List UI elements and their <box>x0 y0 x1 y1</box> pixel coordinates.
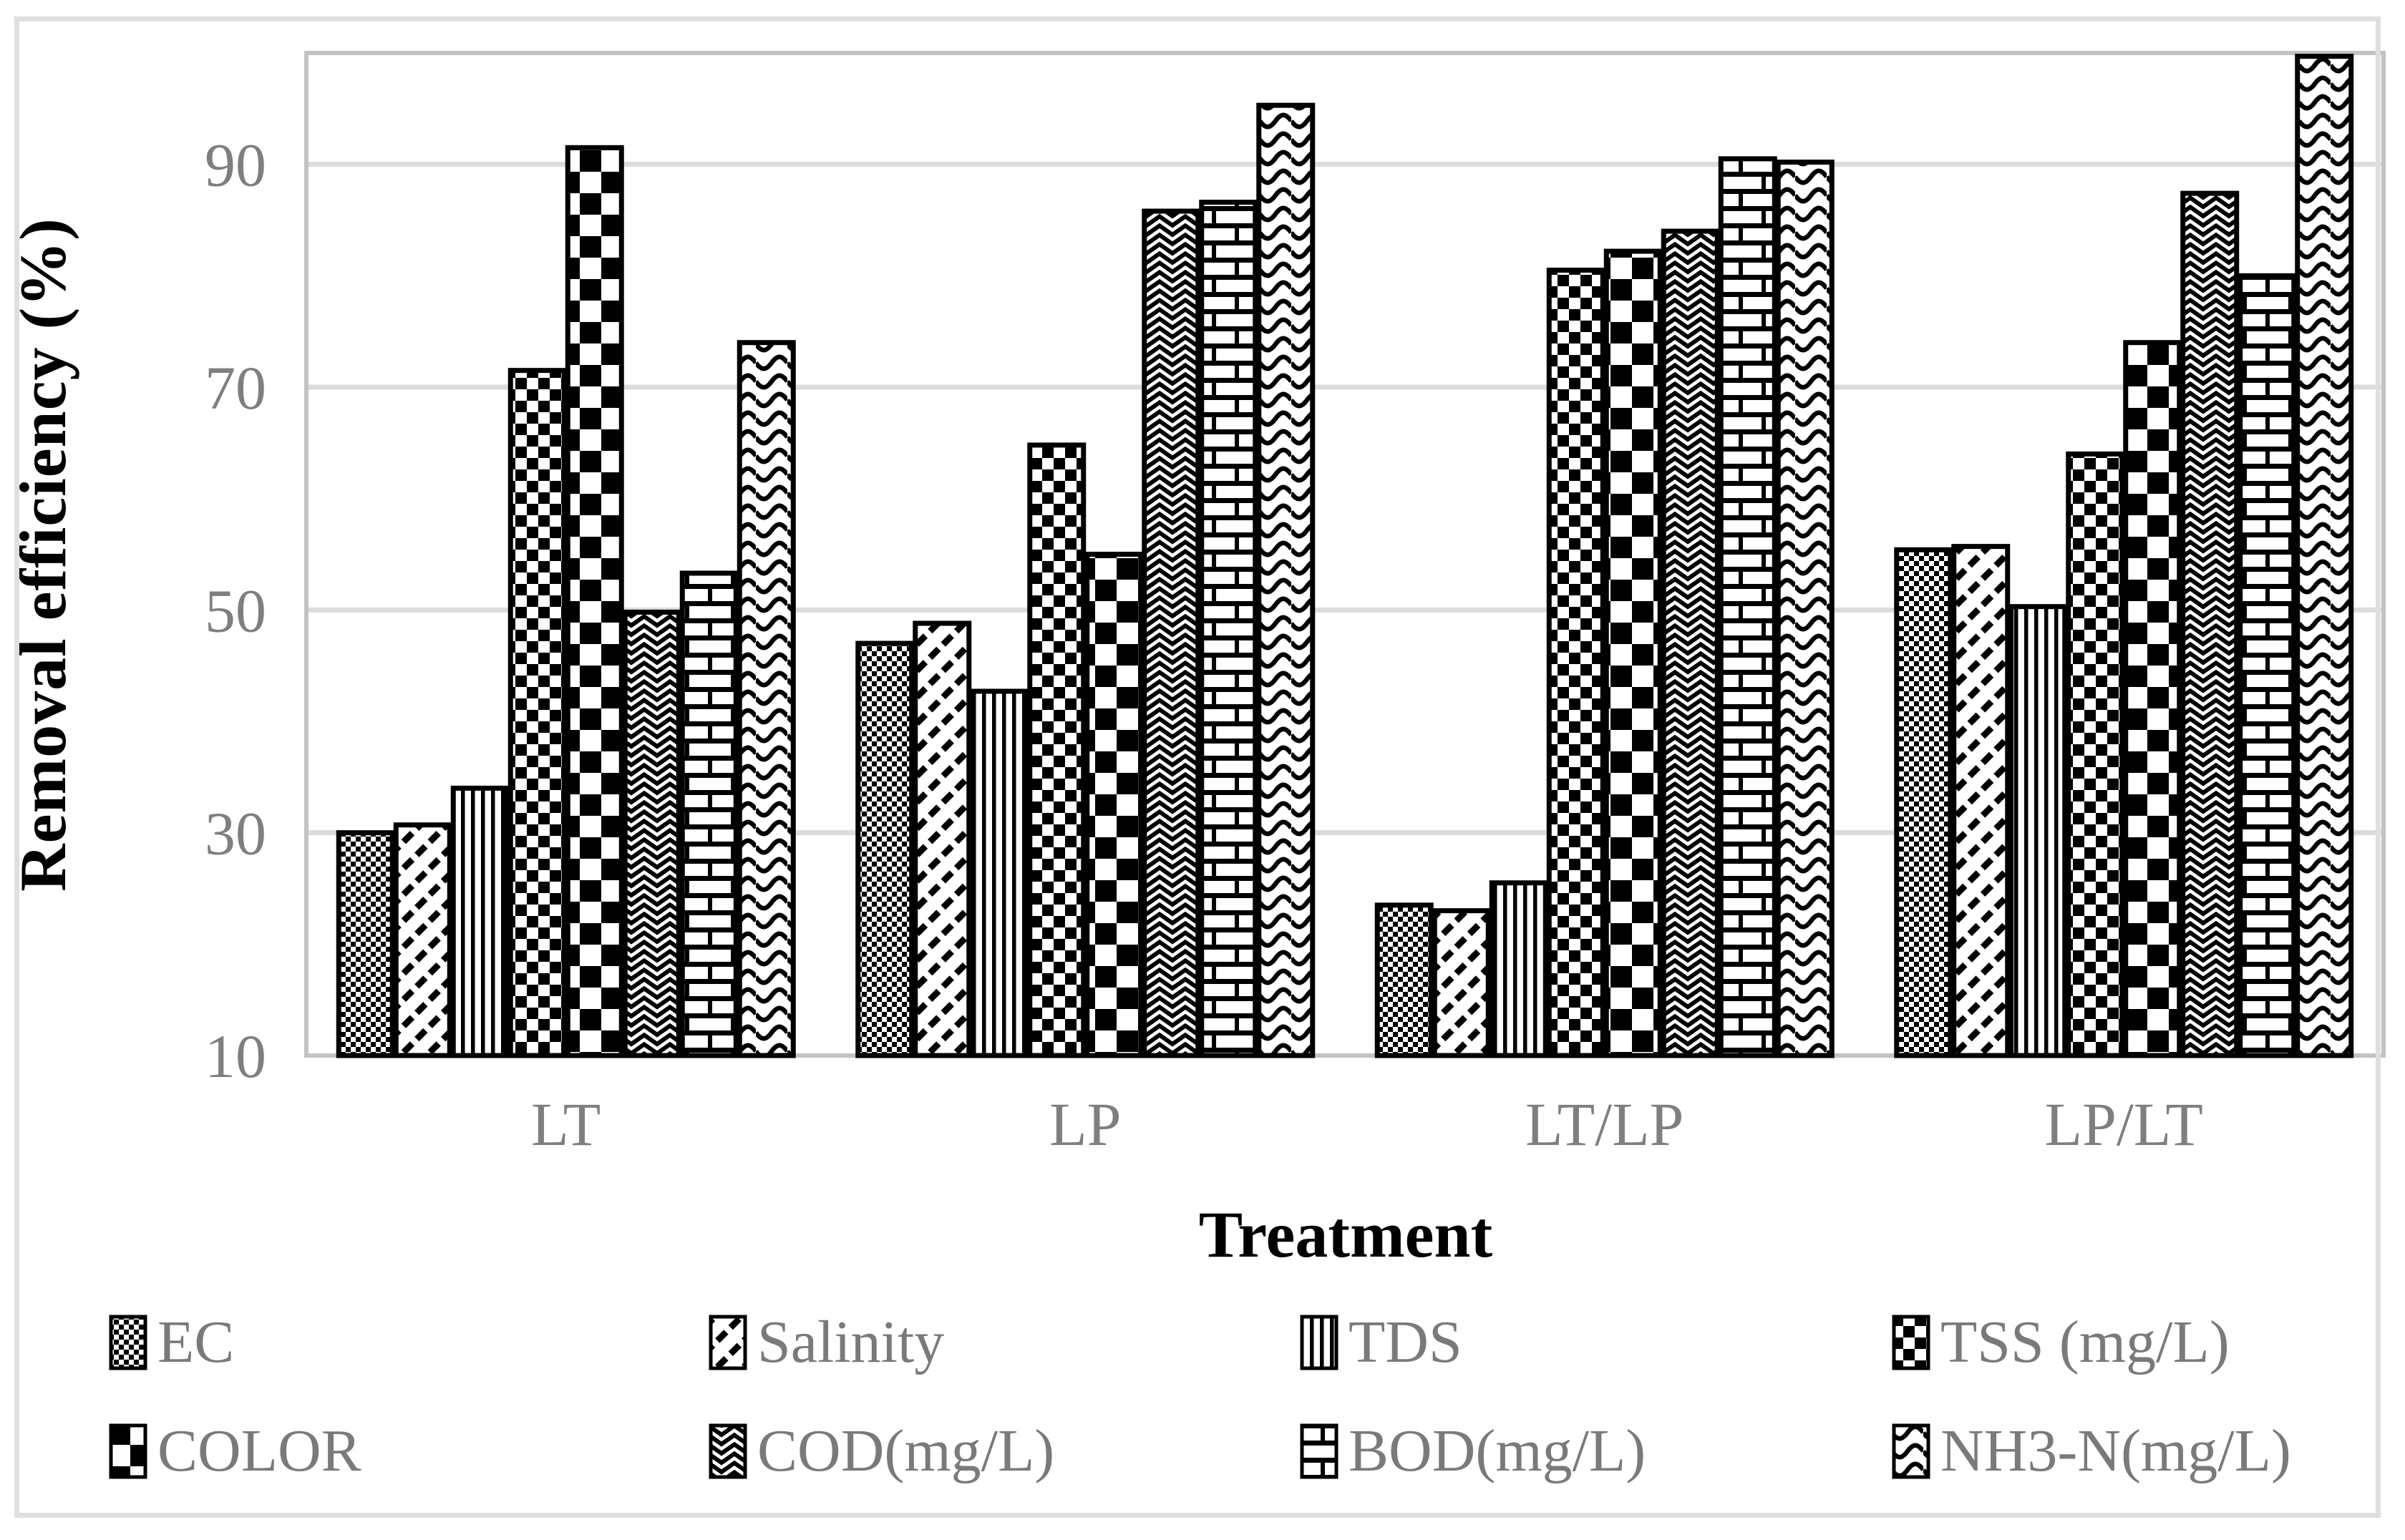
legend-item-salinity: Salinity <box>709 1312 944 1373</box>
bar-bod-LT/LP <box>1718 156 1777 1058</box>
bar-tds-LT/LP <box>1489 880 1548 1058</box>
bar-ec-LP <box>855 640 915 1058</box>
bar-nh3-LT <box>737 340 796 1058</box>
legend-marker-salinity-icon <box>709 1315 747 1370</box>
legend-label: NH3-N(mg/L) <box>1940 1418 2291 1484</box>
bar-bod-LP <box>1199 200 1258 1058</box>
bar-cod-LT <box>622 609 681 1058</box>
bar-tss-LT/LP <box>1546 268 1605 1058</box>
bar-tss-LP <box>1027 442 1087 1058</box>
legend-label: BOD(mg/L) <box>1349 1418 1646 1484</box>
legend-marker-nh3-icon <box>1892 1423 1930 1479</box>
bar-ec-LT/LP <box>1374 902 1434 1058</box>
legend-item-tds: TDS <box>1300 1312 1462 1373</box>
bar-bod-LP/LT <box>2238 273 2297 1058</box>
bar-bod-LT <box>679 570 739 1058</box>
y-tick-label: 90 <box>205 131 266 200</box>
legend-label: TSS (mg/L) <box>1940 1309 2230 1375</box>
bar-nh3-LP/LT <box>2295 54 2354 1058</box>
bar-tss-LT <box>507 368 567 1058</box>
bar-salinity-LT <box>393 822 452 1058</box>
bar-tds-LP/LT <box>2008 604 2068 1058</box>
bar-nh3-LT/LP <box>1775 160 1835 1058</box>
bar-ec-LP/LT <box>1894 547 1953 1058</box>
legend-label: COLOR <box>157 1418 361 1484</box>
bar-ec-LT <box>336 830 395 1058</box>
legend-marker-bod-icon <box>1300 1423 1338 1479</box>
plot-border <box>304 51 2386 1058</box>
bar-tds-LP <box>970 688 1029 1058</box>
legend-item-color: COLOR <box>109 1420 361 1482</box>
x-category-label: LP/LT <box>2045 1090 2203 1159</box>
legend-marker-tds-icon <box>1300 1315 1338 1370</box>
bar-cod-LT/LP <box>1661 228 1720 1058</box>
x-axis-title: Treatment <box>1198 1198 1493 1271</box>
y-tick-label: 30 <box>205 799 266 868</box>
x-category-label: LT <box>531 1090 601 1159</box>
legend-label: TDS <box>1349 1309 1462 1375</box>
legend-label: Salinity <box>757 1309 945 1375</box>
x-axis-category-labels: LT LP LT/LP LP/LT <box>531 1090 2203 1159</box>
bar-tds-LT <box>450 785 510 1058</box>
legend-item-ec: EC <box>109 1312 234 1373</box>
legend-item-tss: TSS (mg/L) <box>1892 1312 2230 1373</box>
bar-salinity-LP/LT <box>1951 544 2011 1058</box>
bar-nh3-LP <box>1256 102 1316 1058</box>
bar-salinity-LT/LP <box>1432 908 1491 1058</box>
y-tick-label: 70 <box>205 354 266 422</box>
legend-item-bod: BOD(mg/L) <box>1300 1420 1646 1482</box>
legend-label: EC <box>157 1309 235 1375</box>
y-tick-label: 50 <box>205 576 266 645</box>
x-category-label: LP <box>1049 1090 1121 1159</box>
legend-marker-cod-icon <box>709 1423 747 1479</box>
plot-frame <box>304 51 2386 1058</box>
y-tick-label: 10 <box>205 1022 266 1091</box>
legend-label: COD(mg/L) <box>757 1418 1055 1484</box>
bar-color-LP <box>1084 552 1144 1058</box>
legend-item-nh3: NH3-N(mg/L) <box>1892 1420 2291 1482</box>
bar-tss-LP/LT <box>2066 451 2125 1058</box>
bar-color-LP/LT <box>2123 340 2182 1058</box>
bar-salinity-LP <box>913 620 972 1058</box>
legend-item-cod: COD(mg/L) <box>709 1420 1054 1482</box>
bar-color-LT/LP <box>1603 248 1663 1058</box>
legend-marker-color-icon <box>109 1423 147 1479</box>
y-axis-title: Removal efficiency (%) <box>6 218 79 892</box>
legend-marker-tss-icon <box>1892 1315 1930 1370</box>
bar-cod-LP <box>1142 208 1201 1058</box>
x-category-label: LT/LP <box>1525 1090 1684 1159</box>
bar-color-LT <box>565 145 624 1058</box>
legend-marker-ec-icon <box>109 1315 147 1370</box>
bar-cod-LP/LT <box>2180 190 2240 1058</box>
y-axis-tick-labels: 10 30 50 70 90 <box>205 131 266 1091</box>
bars <box>336 54 2354 1058</box>
